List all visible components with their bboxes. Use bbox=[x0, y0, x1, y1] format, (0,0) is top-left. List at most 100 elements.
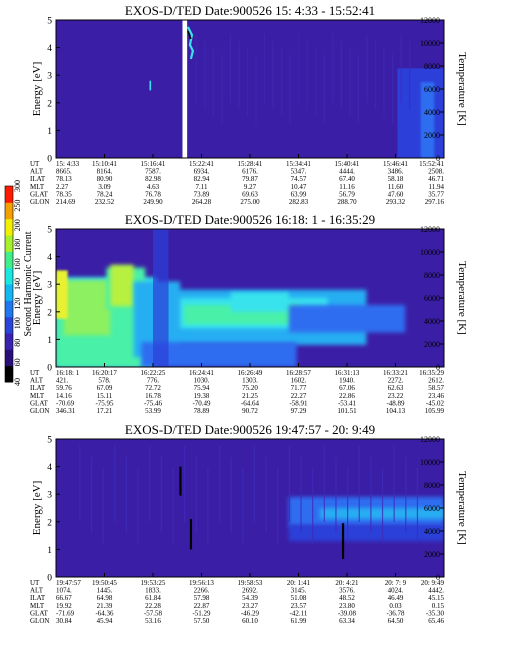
orbit-row-label: MLT bbox=[30, 392, 45, 400]
heat-feature bbox=[341, 523, 345, 560]
orbit-value: 78.35 bbox=[56, 190, 72, 198]
y2-axis-label: Temperature [K] bbox=[456, 52, 468, 125]
colorbar-tick-label: 60 bbox=[13, 358, 22, 366]
orbit-value: 53.99 bbox=[145, 407, 161, 415]
orbit-value: 74.57 bbox=[291, 175, 307, 183]
heat-streak bbox=[383, 47, 385, 117]
orbit-value: 0.15 bbox=[432, 602, 445, 610]
heat-streak bbox=[335, 456, 337, 533]
ut-tick-label: 19:50:45 bbox=[92, 579, 117, 587]
orbit-value: -45.02 bbox=[426, 399, 445, 407]
orbit-value: 6934. bbox=[194, 168, 210, 176]
heat-streak bbox=[272, 40, 274, 110]
orbit-value: 82.98 bbox=[145, 175, 161, 183]
ut-tick-label: 16:18: 1 bbox=[56, 369, 80, 377]
orbit-value: -35.30 bbox=[426, 609, 445, 617]
heat-streak bbox=[400, 33, 402, 103]
orbit-value: 2692. bbox=[242, 587, 258, 595]
heat-feature bbox=[186, 26, 195, 60]
orbit-value: 1940. bbox=[339, 377, 355, 385]
orbit-value: 3.09 bbox=[98, 183, 111, 191]
orbit-value: 105.99 bbox=[425, 407, 445, 415]
orbit-value: 1602. bbox=[291, 377, 307, 385]
heat-streak bbox=[277, 467, 279, 544]
ut-tick-label: 15:34:41 bbox=[286, 160, 311, 168]
orbit-value: 17.21 bbox=[97, 407, 113, 415]
heat-streak bbox=[332, 33, 334, 103]
orbit-value: -42.11 bbox=[290, 609, 308, 617]
orbit-value: 346.31 bbox=[56, 407, 76, 415]
orbit-value: 14.16 bbox=[56, 392, 72, 400]
heat-streak bbox=[370, 456, 372, 533]
data-gap bbox=[182, 20, 188, 158]
orbit-row-label: GLAT bbox=[30, 190, 49, 198]
orbit-value: 2612. bbox=[428, 377, 444, 385]
orbit-value: 11.94 bbox=[429, 183, 445, 191]
ut-tick-label: 15:16:41 bbox=[141, 160, 166, 168]
orbit-row-label: UT bbox=[30, 369, 40, 377]
orbit-value: 56.79 bbox=[339, 190, 355, 198]
orbit-row-label: GLON bbox=[30, 198, 49, 206]
colorbar-swatch bbox=[5, 267, 13, 285]
orbit-value: 69.63 bbox=[242, 190, 258, 198]
orbit-row-label: GLON bbox=[30, 617, 49, 625]
y-tick-label: 3 bbox=[47, 281, 52, 291]
orbit-value: 67.09 bbox=[97, 384, 113, 392]
orbit-value: -64.64 bbox=[241, 399, 260, 407]
y2-tick-label: 6000 bbox=[424, 85, 440, 94]
orbit-value: 249.90 bbox=[143, 198, 163, 206]
heat-streak bbox=[255, 54, 257, 124]
y2-axis-label: Temperature [K] bbox=[456, 261, 468, 334]
orbit-value: 45.94 bbox=[97, 617, 113, 625]
orbit-value: 61.84 bbox=[145, 594, 161, 602]
orbit-row-label: GLAT bbox=[30, 609, 49, 617]
ut-tick-label: 15:28:41 bbox=[238, 160, 263, 168]
orbit-value: 57.50 bbox=[194, 617, 210, 625]
orbit-row-label: ALT bbox=[30, 587, 44, 595]
orbit-value: 3486. bbox=[388, 168, 404, 176]
orbit-value: 75.20 bbox=[242, 384, 258, 392]
orbit-value: 23.27 bbox=[242, 602, 258, 610]
heat-streak bbox=[265, 456, 267, 533]
orbit-value: 0.03 bbox=[389, 602, 402, 610]
heat-streak bbox=[242, 467, 244, 544]
heat-streak bbox=[298, 33, 300, 103]
y2-tick-label: 8000 bbox=[424, 62, 440, 71]
orbit-row-label: GLON bbox=[30, 407, 49, 415]
y-tick-label: 3 bbox=[47, 491, 52, 501]
orbit-value: 10.47 bbox=[291, 183, 307, 191]
heat-streak bbox=[323, 54, 325, 124]
y2-tick-label: 12000 bbox=[420, 225, 440, 234]
orbit-value: 61.99 bbox=[291, 617, 307, 625]
orbit-value: 282.83 bbox=[289, 198, 309, 206]
orbit-value: 4.63 bbox=[147, 183, 160, 191]
orbit-value: 23.57 bbox=[291, 602, 307, 610]
heat-streak bbox=[238, 40, 240, 110]
colorbar-tick-label: 100 bbox=[13, 317, 22, 329]
heat-streak bbox=[381, 467, 384, 544]
orbit-value: 54.39 bbox=[242, 594, 258, 602]
heat-region bbox=[230, 292, 289, 312]
heat-streak bbox=[393, 445, 395, 522]
panel-title: EXOS-D/TED Date:900526 19:47:57 - 20: 9:… bbox=[125, 422, 375, 437]
orbit-value: 1074. bbox=[56, 587, 72, 595]
y-tick-label: 5 bbox=[47, 17, 52, 27]
heat-streak bbox=[349, 47, 351, 117]
heat-region bbox=[319, 508, 444, 520]
orbit-value: 22.28 bbox=[145, 602, 161, 610]
orbit-value: 58.18 bbox=[388, 175, 404, 183]
orbit-value: 23.46 bbox=[428, 392, 444, 400]
y-tick-label: 5 bbox=[47, 436, 52, 446]
orbit-value: -51.29 bbox=[192, 609, 211, 617]
orbit-row-label: UT bbox=[30, 579, 40, 587]
orbit-value: 101.51 bbox=[337, 407, 357, 415]
ut-tick-label: 16:28:57 bbox=[286, 369, 311, 377]
ut-tick-label: 16:31:13 bbox=[335, 369, 360, 377]
ut-tick-label: 20: 1:41 bbox=[287, 579, 311, 587]
orbit-row-label: ILAT bbox=[30, 384, 46, 392]
orbit-value: 5347. bbox=[291, 168, 307, 176]
orbit-value: 297.16 bbox=[425, 198, 445, 206]
y-tick-label: 1 bbox=[47, 336, 52, 346]
heat-streak bbox=[358, 445, 360, 522]
